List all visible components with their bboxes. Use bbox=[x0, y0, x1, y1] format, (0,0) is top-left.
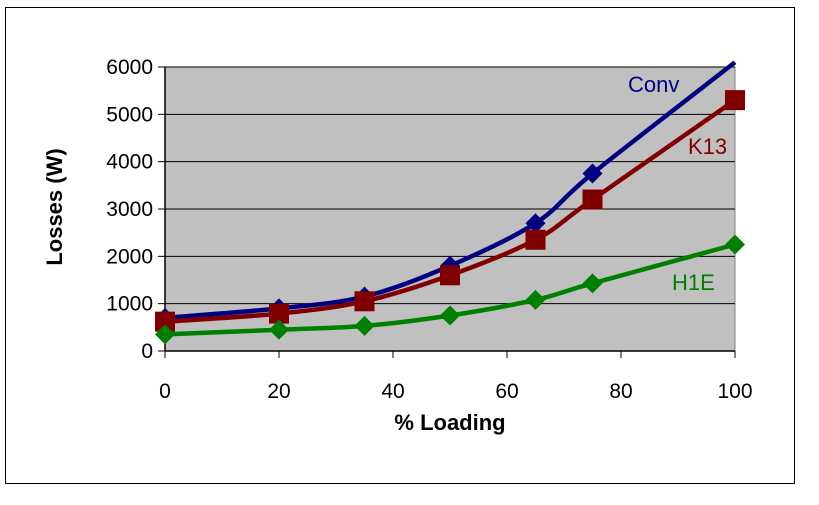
data-point-conv bbox=[525, 213, 546, 234]
data-point-h1e bbox=[354, 315, 375, 336]
data-point-h1e bbox=[525, 289, 546, 310]
series-label-k13: K13 bbox=[688, 134, 727, 159]
y-axis-title: Losses (W) bbox=[42, 148, 67, 265]
y-tick-label: 6000 bbox=[106, 56, 153, 79]
data-point-k13 bbox=[269, 303, 289, 324]
data-point-h1e bbox=[725, 234, 745, 255]
y-tick-label: 2000 bbox=[106, 245, 153, 268]
data-point-k13 bbox=[525, 229, 546, 250]
data-point-conv bbox=[582, 163, 603, 184]
y-tick-label: 5000 bbox=[106, 103, 153, 126]
x-axis-title: % Loading bbox=[394, 410, 505, 435]
x-tick-label: 60 bbox=[495, 380, 518, 403]
tick-labels: 0 1000 2000 3000 4000 5000 6000 0 20 40 60 80 100 bbox=[106, 56, 752, 403]
x-tick-label: 20 bbox=[267, 380, 290, 403]
gridlines bbox=[158, 66, 736, 358]
x-tick-label: 0 bbox=[159, 380, 171, 403]
series-label-conv: Conv bbox=[628, 72, 679, 97]
data-point-k13 bbox=[582, 189, 603, 210]
data-point-k13 bbox=[354, 291, 375, 312]
axes bbox=[164, 67, 735, 352]
data-point-k13 bbox=[440, 265, 460, 286]
x-tick-label: 80 bbox=[609, 380, 632, 403]
y-tick-label: 3000 bbox=[106, 198, 153, 221]
x-tick-label: 40 bbox=[381, 380, 404, 403]
data-point-h1e bbox=[155, 324, 175, 345]
data-point-k13 bbox=[155, 311, 175, 332]
series-markers bbox=[155, 90, 745, 345]
data-point-k13 bbox=[725, 90, 745, 111]
series-label-h1e: H1E bbox=[672, 270, 715, 295]
data-point-h1e bbox=[440, 305, 460, 326]
data-point-h1e bbox=[582, 273, 603, 294]
data-point-h1e bbox=[269, 319, 289, 340]
y-tick-label: 1000 bbox=[106, 293, 153, 316]
x-tick-label: 100 bbox=[717, 380, 752, 403]
y-tick-label: 0 bbox=[141, 340, 153, 363]
y-tick-label: 4000 bbox=[106, 151, 153, 174]
series-labels: Conv K13 H1E bbox=[628, 72, 727, 295]
